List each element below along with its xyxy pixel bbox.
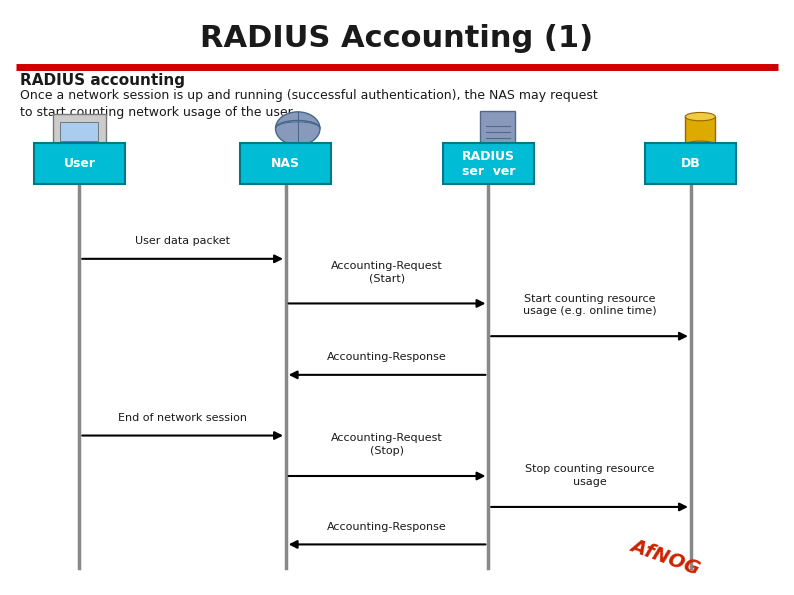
Text: RADIUS Accounting (1): RADIUS Accounting (1) <box>200 24 594 53</box>
Bar <box>685 117 715 145</box>
Text: End of network session: End of network session <box>118 413 247 423</box>
Text: Accounting-Response: Accounting-Response <box>327 352 447 362</box>
Text: Accounting-Response: Accounting-Response <box>327 522 447 532</box>
Text: Accounting-Request
(Start): Accounting-Request (Start) <box>331 261 443 283</box>
Text: RADIUS
ser  ver: RADIUS ser ver <box>461 149 515 178</box>
Text: RADIUS accounting: RADIUS accounting <box>20 73 185 87</box>
Ellipse shape <box>685 141 715 149</box>
Text: Start counting resource
usage (e.g. online time): Start counting resource usage (e.g. onli… <box>522 293 657 316</box>
Text: Stop counting resource
usage: Stop counting resource usage <box>525 464 654 487</box>
Text: User: User <box>64 157 95 170</box>
Circle shape <box>276 112 320 145</box>
Text: Accounting-Request
(Stop): Accounting-Request (Stop) <box>331 433 443 456</box>
Text: NAS: NAS <box>272 157 300 170</box>
Text: DB: DB <box>681 157 700 170</box>
Text: User data packet: User data packet <box>135 236 230 246</box>
Text: AfNOG: AfNOG <box>628 536 703 578</box>
FancyBboxPatch shape <box>645 143 736 184</box>
FancyBboxPatch shape <box>60 122 98 141</box>
Ellipse shape <box>685 112 715 121</box>
FancyBboxPatch shape <box>480 111 515 147</box>
Text: Once a network session is up and running (successful authentication), the NAS ma: Once a network session is up and running… <box>20 89 598 119</box>
FancyBboxPatch shape <box>33 143 125 184</box>
FancyBboxPatch shape <box>443 143 534 184</box>
FancyBboxPatch shape <box>240 143 332 184</box>
FancyBboxPatch shape <box>53 114 106 147</box>
